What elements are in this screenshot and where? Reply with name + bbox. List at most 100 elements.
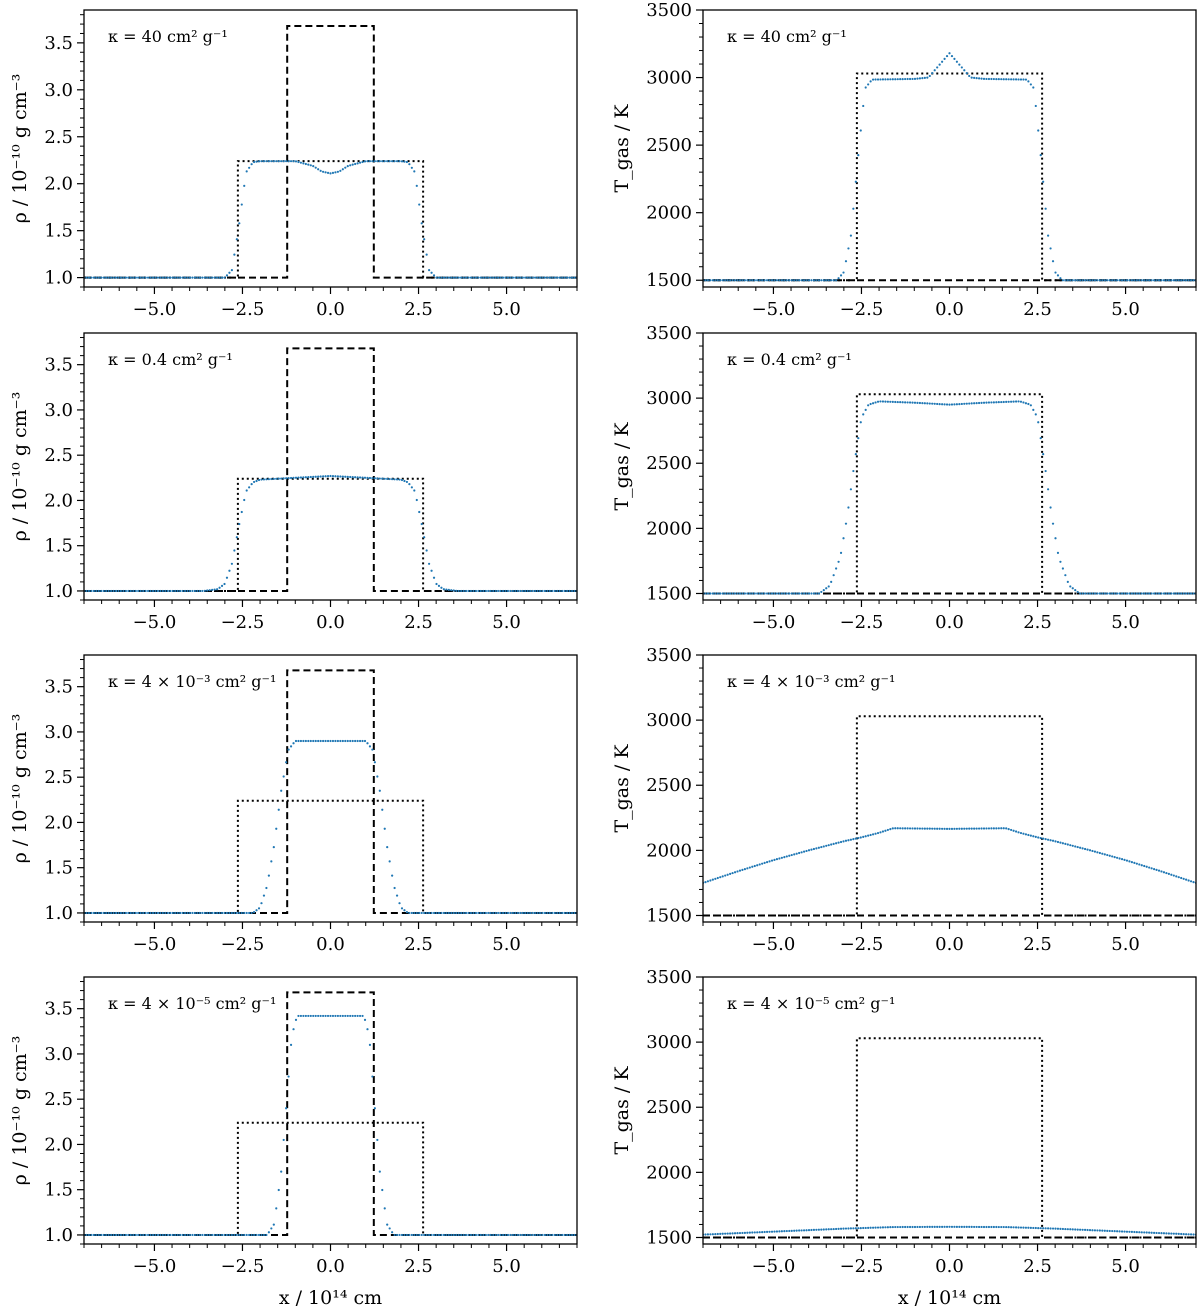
simulation-point [302,1014,305,1018]
simulation-point [309,164,312,167]
simulation-point [938,63,941,66]
simulation-point [169,276,172,279]
simulation-point [896,400,899,404]
simulation-point [1170,1232,1173,1235]
simulation-point [1177,279,1180,282]
simulation-point [275,160,278,163]
tgas-axis-label: T_gas / K [611,1066,633,1155]
simulation-point [445,911,448,915]
simulation-point [368,160,372,163]
simulation-point [97,276,100,279]
simulation-point [724,1232,727,1235]
analytic-dotted-line [703,715,1196,917]
x-tick-label: 2.5 [1023,299,1052,320]
simulation-point [122,589,125,593]
simulation-point [867,404,870,407]
simulation-point [437,1233,441,1237]
simulation-point [203,276,206,279]
simulation-point [810,1228,813,1232]
simulation-point [112,589,115,593]
simulation-point [945,54,949,58]
simulation-point [179,911,182,915]
simulation-point [509,589,512,593]
simulation-point [566,276,569,279]
simulation-point [455,589,458,592]
simulation-point [733,1232,737,1235]
simulation-point [144,911,147,915]
simulation-point [950,403,954,406]
simulation-point [509,911,512,915]
x-tick-label: 0.0 [316,612,345,633]
simulation-point [304,162,307,166]
simulation-point [228,1233,231,1237]
simulation-point [726,873,729,876]
x-axis: −5.0 −2.5 0.0 2.5 5.0 [702,600,1197,633]
density-panel-2: −5.0 −2.5 0.0 2.5 5.01.01.52.02.53.03.5 κ = 0… [9,332,578,633]
simulation-point [511,589,515,593]
simulation-point [921,827,924,830]
simulation-point [965,827,968,830]
simulation-point [97,911,100,915]
simulation-point [1155,279,1158,282]
simulation-point [85,276,88,279]
simulation-point [1185,592,1188,595]
simulation-point [531,1233,534,1237]
simulation-point [474,911,478,915]
simulation-point [100,276,103,279]
simulation-point [1113,592,1116,595]
simulation-point [1106,592,1109,595]
simulation-point [1039,1227,1042,1230]
simulation-point [765,861,769,864]
simulation-point [432,274,436,277]
simulation-point [899,401,902,404]
simulation-point [995,78,998,81]
simulation-point [183,1233,187,1237]
simulation-point [899,78,902,81]
simulation-point [90,589,93,593]
simulation-point [302,476,305,479]
simulation-point [945,827,949,830]
simulation-point [1101,1229,1104,1232]
simulation-point [110,911,113,915]
simulation-point [450,1233,453,1237]
simulation-point [1086,279,1089,282]
simulation-point [1044,1227,1047,1230]
simulation-point [1175,875,1178,878]
simulation-point [918,401,922,405]
simulation-point [746,867,749,870]
simulation-point [948,403,951,406]
simulation-point [958,402,961,406]
simulation-point [706,592,710,595]
simulation-point [1093,850,1097,853]
simulation-point [948,827,951,830]
simulation-point [240,911,243,915]
simulation-point [487,589,490,593]
simulation-point [763,592,766,595]
simulation-point [1091,279,1094,282]
simulation-point [395,1233,399,1237]
simulation-point [1069,585,1072,588]
simulation-point [746,592,749,595]
simulation-point [1185,1233,1188,1236]
simulation-point [1088,849,1092,852]
simulation-point [312,739,315,743]
simulation-point [225,1233,229,1237]
simulation-point [556,589,559,593]
simulation-point [314,739,317,743]
simulation-point [220,911,224,915]
x-tick-label: −5.0 [752,1256,796,1277]
simulation-point [400,907,404,910]
simulation-point [326,171,330,174]
simulation-point [267,160,270,163]
simulation-point [904,827,907,830]
simulation-point [388,160,391,163]
simulation-point [206,911,209,915]
simulation-point [506,589,510,593]
simulation-point [719,279,722,282]
simulation-point [1037,1227,1040,1230]
simulation-point [911,77,914,81]
simulation-point [1093,1229,1097,1232]
simulation-point [366,1028,369,1031]
x-axis-label: x / 10¹⁴ cm [898,1287,1001,1309]
simulation-point [526,276,529,279]
